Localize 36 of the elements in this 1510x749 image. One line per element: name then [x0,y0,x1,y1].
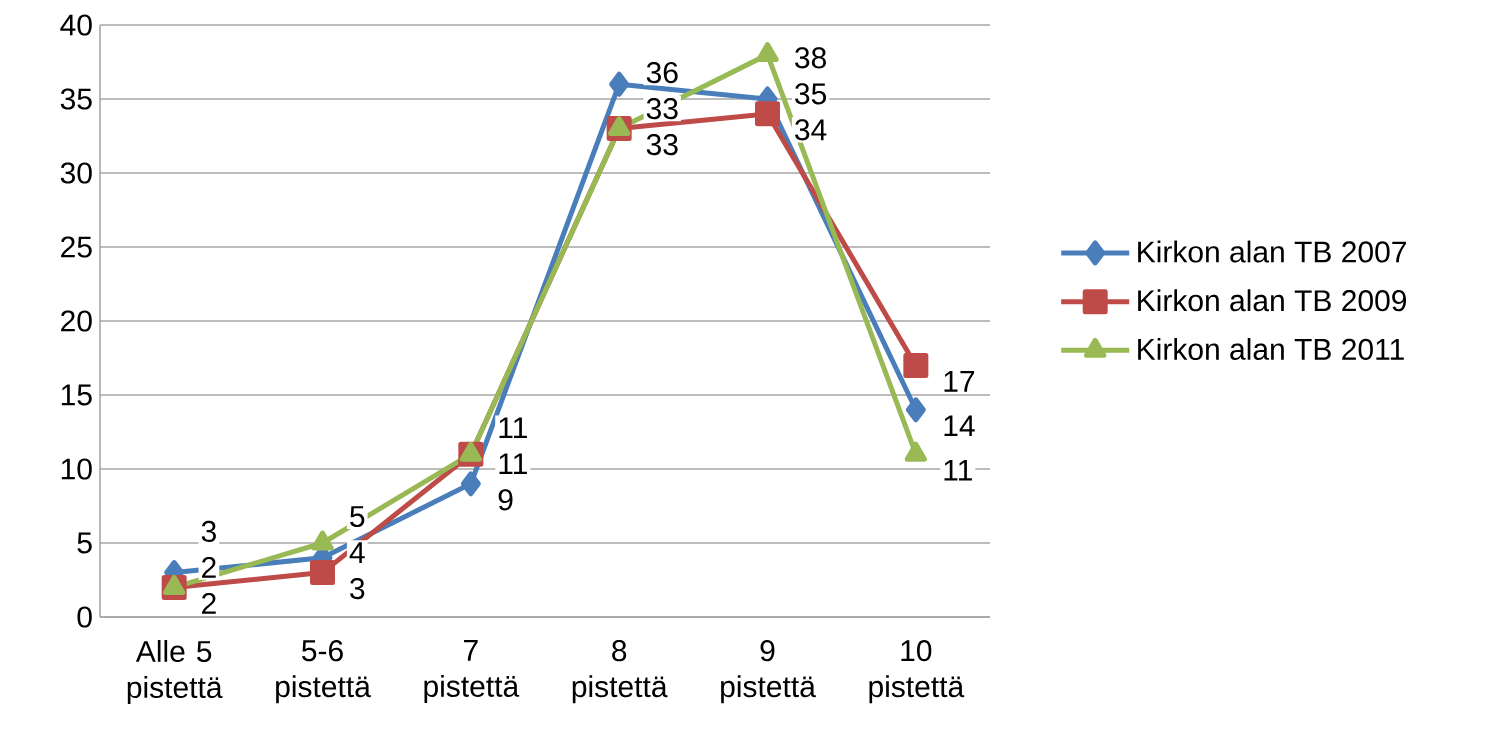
y-tick-label: 5 [77,532,92,554]
y-tick-label: 10 [61,458,92,480]
y-tick-label: 30 [60,162,92,184]
y-tick-label: 25 [61,236,92,258]
data-label: 3 [350,577,365,600]
data-label: 4 [349,542,365,563]
legend-label: Kirkon alan TB 2011 [1138,337,1404,360]
x-tick-label: 9 pistettä [721,640,816,704]
data-label: 5 [350,506,365,528]
data-label: 11 [944,459,972,481]
data-label: 38 [795,47,826,69]
data-label: 3 [201,520,216,543]
x-tick-label: 7 pistettä [424,640,520,703]
y-tick-label: 40 [60,14,92,36]
data-label: 33 [646,97,678,120]
data-label: 35 [795,83,827,105]
data-label: 36 [646,61,678,84]
legend-label: Kirkon alan TB 2009 [1138,289,1407,312]
x-tick-label: 10 pistettä [869,640,965,704]
data-label: 33 [646,133,678,156]
data-label: 11 [499,453,527,475]
x-tick-label: Alle 5 pistettä [127,640,223,704]
x-tick-label: 8 pistettä [572,640,668,704]
y-tick-label: 20 [61,310,92,332]
data-label: 9 [498,489,513,511]
data-label: 2 [202,592,216,614]
data-label: 17 [944,371,975,392]
legend-label: Kirkon alan TB 2007 [1138,240,1406,263]
y-tick-label: 0 [77,606,92,628]
data-label: 34 [795,119,827,141]
data-label: 14 [944,415,975,437]
x-tick-label: 5-6 pistettä [276,640,371,704]
data-label: 2 [202,556,216,578]
data-label: 11 [499,417,527,439]
y-tick-label: 35 [60,88,92,110]
y-tick-label: 15 [61,384,92,406]
